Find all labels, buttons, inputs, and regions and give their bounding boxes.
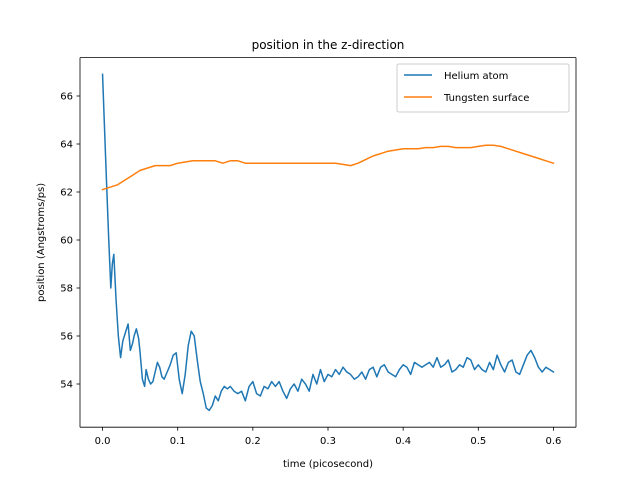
y-tick-label: 56: [60, 332, 73, 343]
series-line-helium-atom: [101, 73, 555, 412]
y-axis-ticks: 54 56 58 60 62 64 66: [60, 92, 80, 391]
legend: Helium atom Tungsten surface: [396, 63, 570, 113]
legend-label-tungsten-surface: Tungsten surface: [443, 93, 529, 104]
y-tick-label: 62: [60, 188, 73, 199]
y-tick-label: 66: [60, 92, 73, 103]
x-tick-label: 0.1: [170, 436, 186, 447]
legend-label-helium-atom: Helium atom: [444, 71, 508, 82]
x-tick-label: 0.4: [395, 436, 411, 447]
x-tick-label: 0.2: [245, 436, 261, 447]
series-layer: [101, 73, 555, 412]
x-axis-ticks: 0.0 0.1 0.2 0.3 0.4 0.5 0.6: [95, 427, 562, 447]
x-tick-label: 0.6: [546, 436, 562, 447]
series-line-tungsten-surface: [101, 144, 555, 191]
y-tick-label: 60: [60, 236, 73, 247]
x-tick-label: 0.0: [95, 436, 111, 447]
legend-frame: [396, 63, 570, 113]
x-axis-label: time (picosecond): [283, 459, 373, 470]
plot-area: [80, 57, 576, 428]
x-tick-label: 0.3: [320, 436, 336, 447]
y-axis-label: position (Angstroms/ps): [36, 183, 47, 302]
y-tick-label: 58: [60, 284, 73, 295]
x-tick-label: 0.5: [470, 436, 486, 447]
chart-title: position in the z-direction: [252, 38, 405, 52]
y-tick-label: 64: [60, 140, 73, 151]
y-tick-label: 54: [60, 380, 73, 391]
